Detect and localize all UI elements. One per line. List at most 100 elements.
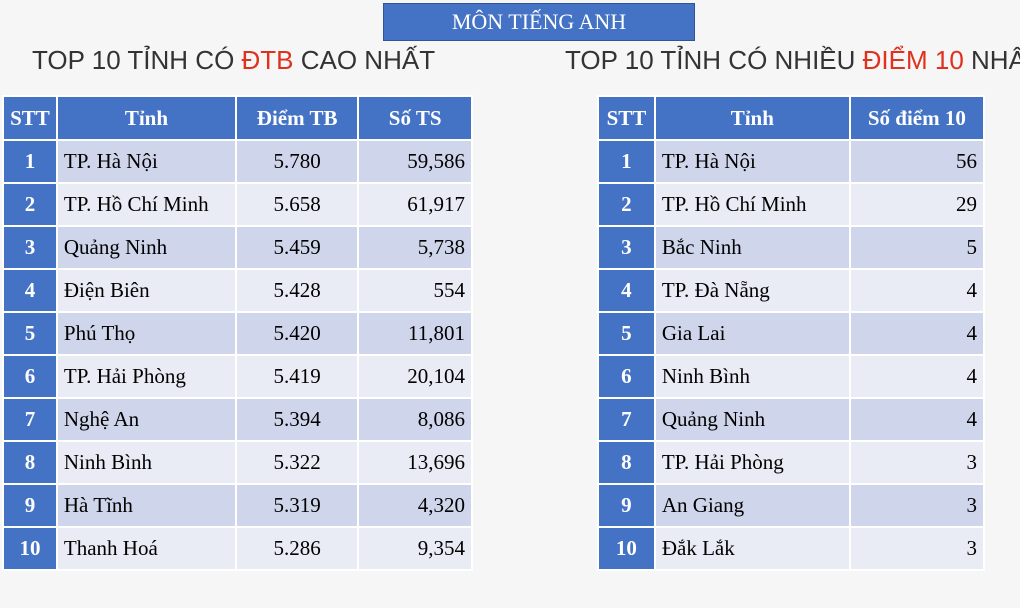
table-row: 9 An Giang 3 — [597, 483, 986, 528]
table-header-row: STT Tỉnh Số điểm 10 — [597, 95, 986, 141]
column-header-stt: STT — [597, 95, 656, 141]
row-province: Hà Tĩnh — [55, 483, 237, 528]
row-candidates: 4,320 — [357, 483, 473, 528]
column-header-candidates: Số TS — [357, 95, 473, 141]
table-row: 10 Thanh Hoá 5.286 9,354 — [2, 526, 473, 571]
row-province: Điện Biên — [55, 268, 237, 313]
row-perfect-scores: 29 — [848, 182, 986, 227]
row-province: TP. Hà Nội — [55, 139, 237, 184]
row-rank: 10 — [597, 526, 656, 571]
table-row: 3 Quảng Ninh 5.459 5,738 — [2, 225, 473, 270]
table-row: 8 Ninh Bình 5.322 13,696 — [2, 440, 473, 485]
table-row: 7 Quảng Ninh 4 — [597, 397, 986, 442]
row-candidates: 11,801 — [357, 311, 473, 356]
column-header-province: Tỉnh — [653, 95, 851, 141]
table-row: 1 TP. Hà Nội 5.780 59,586 — [2, 139, 473, 184]
table-row: 4 TP. Đà Nẵng 4 — [597, 268, 986, 313]
row-province: Bắc Ninh — [653, 225, 851, 270]
row-province: Đắk Lắk — [653, 526, 851, 571]
row-average: 5.322 — [234, 440, 360, 485]
row-rank: 5 — [2, 311, 58, 356]
row-province: Ninh Bình — [653, 354, 851, 399]
row-province: TP. Hải Phòng — [653, 440, 851, 485]
row-candidates: 13,696 — [357, 440, 473, 485]
top-average-table: STT Tỉnh Điểm TB Số TS 1 TP. Hà Nội 5.780 5… — [2, 95, 473, 571]
row-perfect-scores: 4 — [848, 354, 986, 399]
right-heading-text-end: NHẤT — [971, 45, 1020, 75]
row-rank: 8 — [597, 440, 656, 485]
row-average: 5.780 — [234, 139, 360, 184]
row-rank: 2 — [597, 182, 656, 227]
row-rank: 6 — [597, 354, 656, 399]
row-perfect-scores: 4 — [848, 311, 986, 356]
table-row: 9 Hà Tĩnh 5.319 4,320 — [2, 483, 473, 528]
table-row: 1 TP. Hà Nội 56 — [597, 139, 986, 184]
row-rank: 9 — [2, 483, 58, 528]
row-province: TP. Hải Phòng — [55, 354, 237, 399]
table-row: 5 Phú Thọ 5.420 11,801 — [2, 311, 473, 356]
table-row: 6 Ninh Bình 4 — [597, 354, 986, 399]
row-average: 5.319 — [234, 483, 360, 528]
row-perfect-scores: 4 — [848, 268, 986, 313]
right-heading-text: TOP 10 TỈNH CÓ NHIỀU — [565, 45, 863, 75]
row-average: 5.428 — [234, 268, 360, 313]
row-rank: 4 — [2, 268, 58, 313]
row-candidates: 9,354 — [357, 526, 473, 571]
table-row: 5 Gia Lai 4 — [597, 311, 986, 356]
row-average: 5.286 — [234, 526, 360, 571]
row-average: 5.658 — [234, 182, 360, 227]
row-rank: 7 — [597, 397, 656, 442]
row-province: Ninh Bình — [55, 440, 237, 485]
row-rank: 9 — [597, 483, 656, 528]
row-average: 5.420 — [234, 311, 360, 356]
table-row: 6 TP. Hải Phòng 5.419 20,104 — [2, 354, 473, 399]
column-header-perfect-scores: Số điểm 10 — [848, 95, 986, 141]
table-row: 4 Điện Biên 5.428 554 — [2, 268, 473, 313]
row-rank: 2 — [2, 182, 58, 227]
row-province: Quảng Ninh — [653, 397, 851, 442]
left-heading: TOP 10 TỈNH CÓ ĐTB CAO NHẤT — [32, 42, 435, 78]
row-candidates: 61,917 — [357, 182, 473, 227]
row-perfect-scores: 3 — [848, 440, 986, 485]
table-row: 2 TP. Hồ Chí Minh 29 — [597, 182, 986, 227]
row-candidates: 59,586 — [357, 139, 473, 184]
column-header-province: Tỉnh — [55, 95, 237, 141]
row-average: 5.459 — [234, 225, 360, 270]
column-header-stt: STT — [2, 95, 58, 141]
row-province: TP. Hồ Chí Minh — [653, 182, 851, 227]
row-province: Thanh Hoá — [55, 526, 237, 571]
row-province: Gia Lai — [653, 311, 851, 356]
row-rank: 7 — [2, 397, 58, 442]
row-perfect-scores: 3 — [848, 483, 986, 528]
row-rank: 3 — [597, 225, 656, 270]
top-perfect-score-table: STT Tỉnh Số điểm 10 1 TP. Hà Nội 56 2 TP. Hồ… — [597, 95, 986, 571]
row-rank: 1 — [2, 139, 58, 184]
row-rank: 8 — [2, 440, 58, 485]
row-rank: 1 — [597, 139, 656, 184]
row-average: 5.394 — [234, 397, 360, 442]
right-heading-highlight: ĐIỂM 10 — [862, 45, 964, 75]
row-rank: 4 — [597, 268, 656, 313]
row-perfect-scores: 56 — [848, 139, 986, 184]
row-province: TP. Hà Nội — [653, 139, 851, 184]
table-row: 10 Đắk Lắk 3 — [597, 526, 986, 571]
row-candidates: 8,086 — [357, 397, 473, 442]
row-province: TP. Đà Nẵng — [653, 268, 851, 313]
table-row: 2 TP. Hồ Chí Minh 5.658 61,917 — [2, 182, 473, 227]
row-candidates: 5,738 — [357, 225, 473, 270]
row-rank: 6 — [2, 354, 58, 399]
row-perfect-scores: 3 — [848, 526, 986, 571]
left-heading-highlight: ĐTB — [241, 45, 294, 75]
row-province: Phú Thọ — [55, 311, 237, 356]
row-province: Quảng Ninh — [55, 225, 237, 270]
subject-title: MÔN TIẾNG ANH — [383, 3, 695, 41]
table-row: 7 Nghệ An 5.394 8,086 — [2, 397, 473, 442]
table-header-row: STT Tỉnh Điểm TB Số TS — [2, 95, 473, 141]
column-header-average: Điểm TB — [234, 95, 360, 141]
row-candidates: 554 — [357, 268, 473, 313]
table-row: 8 TP. Hải Phòng 3 — [597, 440, 986, 485]
table-row: 3 Bắc Ninh 5 — [597, 225, 986, 270]
row-average: 5.419 — [234, 354, 360, 399]
row-perfect-scores: 5 — [848, 225, 986, 270]
row-rank: 5 — [597, 311, 656, 356]
